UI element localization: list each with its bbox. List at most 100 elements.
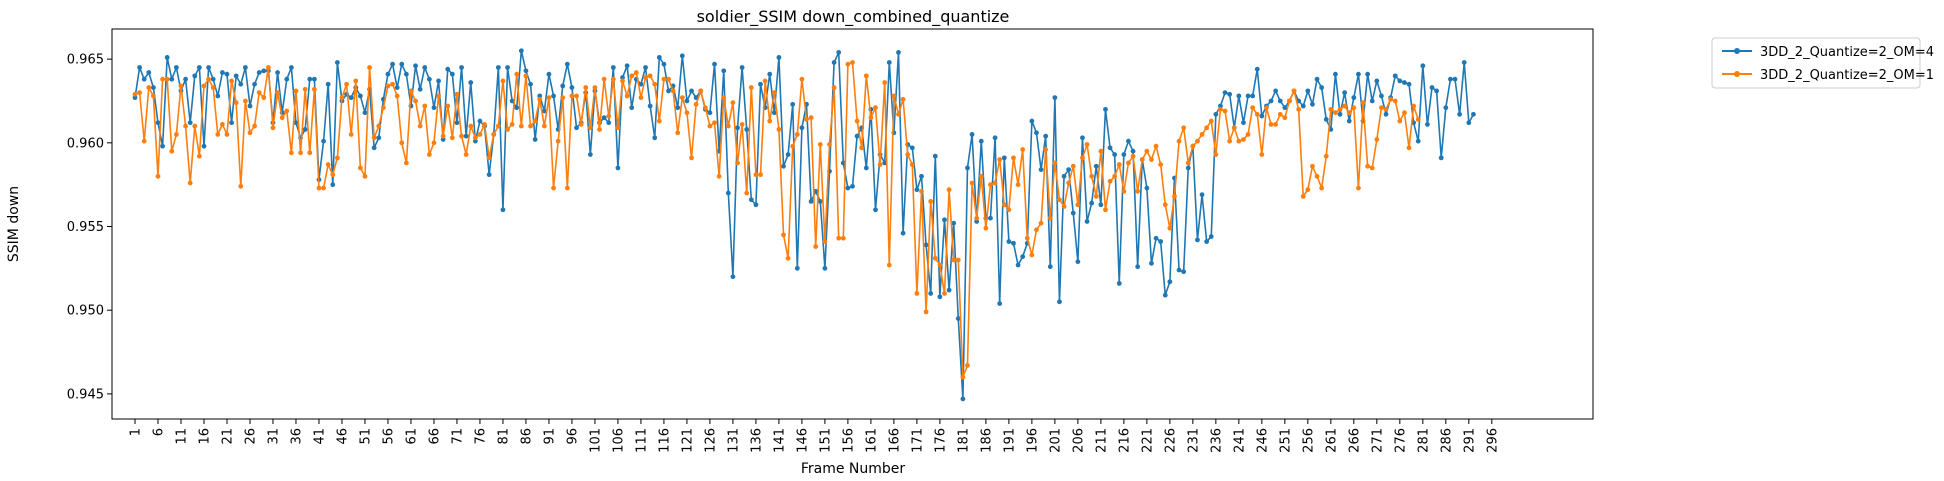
x-tick-label: 91 xyxy=(542,428,557,445)
data-point xyxy=(514,71,520,77)
x-tick-label: 186 xyxy=(979,428,994,453)
data-point xyxy=(1406,145,1412,151)
data-point xyxy=(1149,157,1154,162)
data-point xyxy=(348,132,354,137)
data-point xyxy=(330,172,336,178)
data-point xyxy=(601,76,607,82)
data-point xyxy=(1438,155,1444,161)
data-point xyxy=(1011,155,1016,161)
data-point xyxy=(799,76,805,82)
data-point xyxy=(463,133,469,139)
data-point xyxy=(997,301,1003,306)
data-point xyxy=(1388,96,1394,102)
data-point xyxy=(670,88,676,94)
x-tick-label: 166 xyxy=(887,428,902,453)
data-point xyxy=(344,81,349,87)
data-point xyxy=(638,81,644,87)
data-point xyxy=(242,65,248,70)
x-tick-label: 11 xyxy=(174,428,189,445)
data-point xyxy=(1066,167,1072,173)
data-point xyxy=(1204,125,1210,131)
data-point xyxy=(1351,105,1357,111)
data-point xyxy=(183,123,188,129)
data-point xyxy=(1314,76,1320,82)
data-point xyxy=(472,138,478,144)
data-point xyxy=(394,93,400,99)
data-point xyxy=(1043,133,1049,139)
data-point xyxy=(528,81,533,87)
data-point xyxy=(974,215,980,221)
data-point xyxy=(1245,93,1251,99)
data-point xyxy=(334,155,340,161)
data-point xyxy=(1089,173,1095,179)
data-point xyxy=(169,76,175,82)
data-point xyxy=(1020,254,1026,260)
data-point xyxy=(1084,142,1090,147)
data-point xyxy=(597,127,602,132)
data-point xyxy=(1135,264,1141,270)
x-tick-label: 201 xyxy=(1048,428,1063,453)
data-point xyxy=(1296,106,1302,112)
data-point xyxy=(150,93,156,99)
data-point xyxy=(210,85,216,90)
data-point xyxy=(753,172,759,178)
data-point xyxy=(371,135,377,141)
data-point xyxy=(1199,132,1205,137)
data-point xyxy=(744,190,750,196)
data-point xyxy=(486,172,492,178)
data-point xyxy=(1402,110,1407,116)
data-point xyxy=(909,162,915,167)
data-point xyxy=(417,86,423,92)
data-point xyxy=(1461,60,1467,65)
data-point xyxy=(932,153,938,159)
data-point xyxy=(1130,153,1136,159)
data-point xyxy=(1287,98,1292,104)
data-point xyxy=(440,137,446,142)
data-point xyxy=(1415,116,1421,122)
data-point xyxy=(896,111,901,117)
data-point xyxy=(233,73,239,79)
data-point xyxy=(1130,148,1136,154)
data-point xyxy=(799,125,805,131)
data-point xyxy=(555,138,561,144)
data-point xyxy=(873,105,878,111)
data-point xyxy=(808,115,814,121)
data-point xyxy=(909,145,915,151)
data-point xyxy=(1015,262,1021,268)
data-point xyxy=(477,132,483,137)
data-point xyxy=(146,70,152,75)
data-point xyxy=(509,122,515,127)
data-point xyxy=(500,207,506,213)
x-tick-label: 151 xyxy=(818,428,833,453)
data-point xyxy=(1098,202,1104,208)
data-point xyxy=(1351,95,1357,101)
data-point xyxy=(256,90,262,96)
data-point xyxy=(155,120,161,126)
data-point xyxy=(666,76,671,82)
data-point xyxy=(721,95,727,101)
data-point xyxy=(854,118,860,124)
data-point xyxy=(1080,155,1085,161)
data-point xyxy=(725,190,731,196)
data-point xyxy=(702,105,708,111)
data-point xyxy=(997,157,1003,162)
data-point xyxy=(436,78,441,84)
data-point xyxy=(583,85,589,90)
data-point xyxy=(252,123,257,129)
data-point xyxy=(206,76,211,82)
data-point xyxy=(735,160,740,166)
series-1 xyxy=(132,48,1476,402)
data-point xyxy=(1034,227,1039,233)
data-point xyxy=(615,165,621,171)
data-point xyxy=(445,66,451,72)
data-point xyxy=(353,78,359,84)
x-tick-label: 251 xyxy=(1278,428,1293,453)
data-point xyxy=(1254,66,1260,72)
data-point xyxy=(647,73,653,79)
data-point xyxy=(334,60,340,65)
data-point xyxy=(707,110,713,116)
data-point xyxy=(270,125,276,131)
data-point xyxy=(242,98,248,104)
data-point xyxy=(275,70,280,75)
